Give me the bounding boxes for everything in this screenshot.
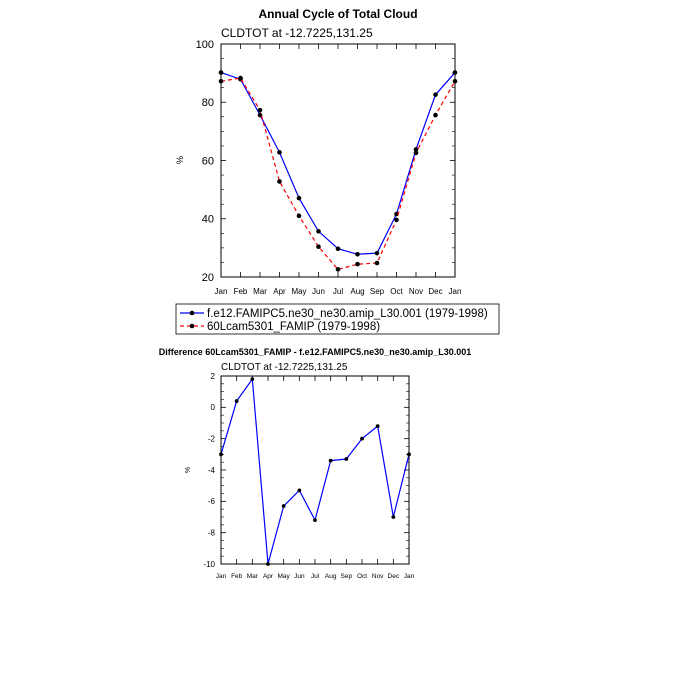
x-tick-label: May bbox=[291, 287, 306, 296]
y-tick-label: 20 bbox=[202, 272, 214, 284]
data-point bbox=[296, 213, 302, 219]
x-tick-label: Aug bbox=[350, 287, 364, 296]
x-tick-label: Jul bbox=[311, 573, 320, 580]
x-tick-label: Apr bbox=[273, 287, 286, 296]
x-tick-label: Mar bbox=[253, 287, 267, 296]
legend-marker-series-2 bbox=[189, 323, 195, 329]
x-tick-label: Jul bbox=[333, 287, 343, 296]
chart1-series-layer bbox=[218, 70, 458, 272]
data-point bbox=[335, 267, 341, 272]
x-tick-label: Nov bbox=[409, 287, 423, 296]
x-tick-label: Aug bbox=[325, 573, 337, 580]
data-point bbox=[238, 75, 243, 81]
x-tick-label: May bbox=[278, 573, 291, 580]
data-point bbox=[394, 217, 399, 223]
chart2-ticks: Jan Feb Mar Apr May Jun Jul Aug Sep Oct Nov Dec Jan-… bbox=[203, 372, 414, 580]
annual-cycle-chart: Annual Cycle of Total Cloud CLDTOT at -1… bbox=[175, 7, 500, 335]
x-tick-label: Mar bbox=[247, 573, 259, 580]
x-tick-label: Jun bbox=[294, 573, 305, 580]
chart1-subtitle: CLDTOT at -12.7225,131.25 bbox=[221, 26, 373, 40]
data-point bbox=[335, 246, 341, 252]
chart1-ylabel: % bbox=[175, 156, 185, 164]
data-point bbox=[374, 250, 380, 256]
x-tick-label: Feb bbox=[231, 573, 243, 580]
y-tick-label: -4 bbox=[208, 466, 216, 475]
data-point bbox=[296, 195, 302, 201]
y-tick-label: 40 bbox=[202, 214, 214, 226]
data-point bbox=[391, 515, 396, 519]
x-tick-label: Sep bbox=[341, 573, 353, 580]
chart2-subtitle: CLDTOT at -12.7225,131.25 bbox=[221, 362, 348, 373]
x-tick-label: Sep bbox=[370, 287, 385, 296]
chart2-ylabel: % bbox=[185, 467, 192, 473]
data-point bbox=[355, 261, 360, 267]
x-tick-label: Apr bbox=[263, 573, 274, 580]
data-point bbox=[281, 504, 286, 508]
y-tick-label: -8 bbox=[208, 528, 216, 537]
data-point bbox=[277, 150, 282, 155]
data-point bbox=[328, 458, 333, 463]
chart2-frame bbox=[220, 375, 410, 565]
data-point bbox=[413, 147, 419, 152]
x-tick-label: Oct bbox=[390, 287, 403, 296]
data-point bbox=[413, 150, 419, 156]
legend-box bbox=[175, 303, 500, 335]
chart1-frame bbox=[220, 43, 456, 278]
x-tick-label: Jun bbox=[312, 287, 325, 296]
chart2-title: Difference 60Lcam5301_FAMIP - f.e12.FAMI… bbox=[159, 347, 472, 357]
chart1-ticks: Jan Feb Mar Apr May Jun Jul Aug Sep Oct Nov Dec Jan2… bbox=[196, 39, 462, 296]
chart1-title: Annual Cycle of Total Cloud bbox=[258, 7, 417, 21]
data-point bbox=[344, 457, 349, 461]
y-tick-label: 60 bbox=[202, 155, 214, 167]
data-point bbox=[316, 244, 321, 250]
data-point bbox=[433, 112, 438, 118]
data-point bbox=[257, 107, 263, 113]
legend-marker-series-1 bbox=[189, 310, 195, 316]
y-tick-label: -10 bbox=[203, 560, 215, 569]
data-point bbox=[316, 228, 321, 234]
chart1-legend: f.e12.FAMIPC5.ne30_ne30.amip_L30.001 (19… bbox=[175, 303, 500, 335]
y-tick-label: -6 bbox=[208, 497, 216, 506]
data-point bbox=[250, 377, 255, 382]
x-tick-label: Nov bbox=[372, 573, 384, 580]
chart2-series-layer bbox=[219, 377, 411, 566]
x-tick-label: Dec bbox=[388, 573, 400, 580]
y-tick-label: 80 bbox=[202, 97, 214, 109]
x-tick-label: Jan bbox=[404, 573, 415, 580]
y-tick-label: 100 bbox=[196, 39, 214, 51]
y-tick-label: 0 bbox=[211, 403, 216, 412]
x-tick-label: Oct bbox=[357, 573, 367, 580]
data-point bbox=[234, 399, 239, 403]
data-point bbox=[355, 251, 360, 257]
x-tick-label: Jan bbox=[215, 287, 228, 296]
difference-chart: Difference 60Lcam5301_FAMIP - f.e12.FAMI… bbox=[159, 347, 472, 580]
x-tick-label: Dec bbox=[428, 287, 442, 296]
data-point bbox=[277, 179, 282, 184]
x-tick-label: Feb bbox=[234, 287, 248, 296]
legend-label-series-1: f.e12.FAMIPC5.ne30_ne30.amip_L30.001 (19… bbox=[207, 308, 488, 320]
data-point bbox=[297, 488, 302, 493]
series-line-1 bbox=[220, 71, 456, 255]
data-point bbox=[433, 92, 438, 97]
data-point bbox=[313, 518, 317, 523]
data-point bbox=[375, 424, 380, 429]
series-line-1 bbox=[220, 377, 410, 565]
legend-label-series-2: 60Lcam5301_FAMIP (1979-1998) bbox=[207, 321, 380, 333]
data-point bbox=[374, 260, 380, 266]
x-tick-label: Jan bbox=[449, 287, 462, 296]
x-tick-label: Jan bbox=[216, 573, 227, 580]
data-point bbox=[360, 436, 364, 441]
y-tick-label: -2 bbox=[208, 434, 216, 443]
y-tick-label: 2 bbox=[211, 372, 216, 381]
